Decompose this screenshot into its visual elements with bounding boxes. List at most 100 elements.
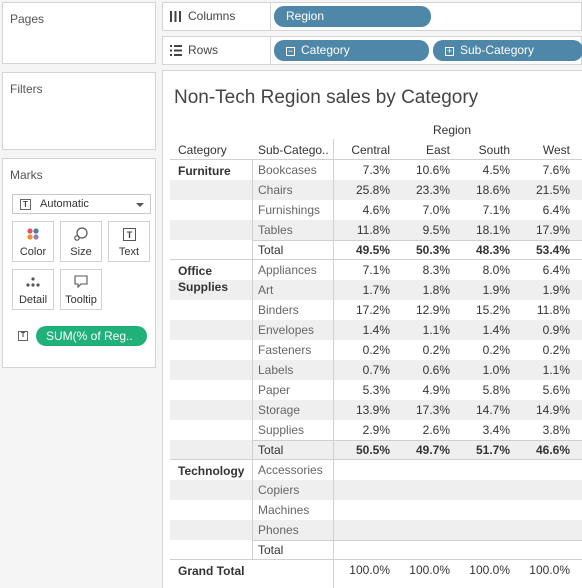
region-column-header[interactable]: South <box>478 143 510 157</box>
value-cell: 2.6% <box>422 423 450 437</box>
value-cell: 1.0% <box>482 363 510 377</box>
row-band <box>170 520 582 540</box>
region-column-header[interactable]: West <box>542 143 570 157</box>
grand-total-label[interactable]: Grand Total <box>178 564 245 578</box>
value-cell: 5.3% <box>362 383 390 397</box>
columns-shelf[interactable]: Columns Region <box>162 2 582 31</box>
filters-card[interactable]: Filters <box>2 72 156 150</box>
sub-category-label[interactable]: Storage <box>258 403 301 417</box>
grand-total-value: 100.0% <box>349 563 390 577</box>
rows-label: Rows <box>188 43 219 57</box>
color-label: Color <box>19 246 47 258</box>
sub-category-header[interactable]: Sub-Catego.. <box>258 143 329 157</box>
collapse-icon[interactable]: − <box>286 46 295 56</box>
chevron-down-icon <box>136 203 144 207</box>
total-label[interactable]: Total <box>258 243 284 257</box>
category-header[interactable]: Category <box>178 143 227 157</box>
columns-shelf-header: Columns <box>163 3 271 30</box>
category-label[interactable]: Technology <box>178 464 245 478</box>
value-cell: 1.7% <box>362 283 390 297</box>
region-column-header[interactable]: East <box>425 143 450 157</box>
category-pill[interactable]: − Category <box>274 40 429 61</box>
filters-title: Filters <box>10 82 43 96</box>
total-label[interactable]: Total <box>258 443 284 457</box>
region-pill-label: Region <box>286 9 325 23</box>
svg-text:T: T <box>126 230 132 240</box>
sub-category-label[interactable]: Bookcases <box>258 163 317 177</box>
sub-category-label[interactable]: Envelopes <box>258 323 315 337</box>
value-cell: 1.8% <box>422 283 450 297</box>
mark-type-label: Automatic <box>40 198 89 210</box>
measure-pill[interactable]: SUM(% of Reg.. <box>36 326 147 346</box>
row-band <box>170 320 582 340</box>
value-cell: 12.9% <box>415 303 450 317</box>
sub-category-label[interactable]: Chairs <box>258 183 293 197</box>
value-cell: 6.4% <box>542 203 570 217</box>
value-cell: 1.4% <box>362 323 390 337</box>
total-label[interactable]: Total <box>258 543 284 557</box>
value-cell: 8.0% <box>482 263 510 277</box>
row-band <box>170 400 582 420</box>
value-cell: 14.7% <box>475 403 510 417</box>
sub-category-label[interactable]: Art <box>258 283 274 297</box>
detail-label: Detail <box>18 294 48 306</box>
value-cell: 17.2% <box>355 303 390 317</box>
region-header[interactable]: Region <box>433 123 472 137</box>
detail-button[interactable]: Detail <box>12 269 54 310</box>
text-button[interactable]: T Text <box>108 221 150 262</box>
sub-category-label[interactable]: Fasteners <box>258 343 312 357</box>
total-value: 48.3% <box>475 243 510 257</box>
value-cell: 7.1% <box>362 263 390 277</box>
sub-category-label[interactable]: Supplies <box>258 423 305 437</box>
value-cell: 0.2% <box>422 343 450 357</box>
sub-category-label[interactable]: Furnishings <box>258 203 321 217</box>
row-band <box>170 280 582 300</box>
columns-icon <box>170 11 181 25</box>
sub-category-label[interactable]: Copiers <box>258 483 300 497</box>
value-cell: 1.9% <box>482 283 510 297</box>
value-cell: 23.3% <box>415 183 450 197</box>
sub-category-label[interactable]: Tables <box>258 223 293 237</box>
category-label[interactable]: Office Supplies <box>178 264 229 294</box>
mark-type-dropdown[interactable]: T Automatic <box>12 194 151 214</box>
value-cell: 6.4% <box>542 263 570 277</box>
value-cell: 4.9% <box>422 383 450 397</box>
value-cell: 10.6% <box>415 163 450 177</box>
grand-total-value: 100.0% <box>469 563 510 577</box>
region-column-header[interactable]: Central <box>351 143 390 157</box>
sub-category-label[interactable]: Binders <box>258 303 299 317</box>
category-pill-label: Category <box>301 43 350 57</box>
value-cell: 21.5% <box>535 183 570 197</box>
sub-category-pill[interactable]: + Sub-Category <box>433 40 582 61</box>
grand-total-value: 100.0% <box>529 563 570 577</box>
value-cell: 1.1% <box>422 323 450 337</box>
sub-category-label[interactable]: Appliances <box>258 263 317 277</box>
sub-category-label[interactable]: Labels <box>258 363 294 377</box>
text-mark-icon: T <box>20 199 31 210</box>
pages-card[interactable]: Pages <box>2 2 156 64</box>
expand-icon[interactable]: + <box>445 46 454 56</box>
sub-category-label[interactable]: Accessories <box>258 463 323 477</box>
value-cell: 3.4% <box>482 423 510 437</box>
sub-category-label[interactable]: Phones <box>258 523 299 537</box>
value-cell: 17.3% <box>415 403 450 417</box>
total-value: 50.3% <box>415 243 450 257</box>
size-icon <box>61 226 101 242</box>
grand-total-value: 100.0% <box>409 563 450 577</box>
value-cell: 0.2% <box>542 343 570 357</box>
pages-title: Pages <box>10 12 45 26</box>
sub-category-label[interactable]: Machines <box>258 503 310 517</box>
region-pill[interactable]: Region <box>274 6 431 27</box>
color-button[interactable]: Color <box>12 221 54 262</box>
rows-shelf[interactable]: Rows − Category + Sub-Category <box>162 36 582 65</box>
value-cell: 4.5% <box>482 163 510 177</box>
value-cell: 11.8% <box>356 223 390 237</box>
category-label[interactable]: Furniture <box>178 164 231 178</box>
tooltip-button[interactable]: Tooltip <box>60 269 102 310</box>
value-cell: 18.6% <box>475 183 510 197</box>
size-button[interactable]: Size <box>60 221 102 262</box>
marks-title: Marks <box>10 168 43 182</box>
value-cell: 14.9% <box>535 403 570 417</box>
value-cell: 11.8% <box>536 303 570 317</box>
sub-category-label[interactable]: Paper <box>258 383 291 397</box>
